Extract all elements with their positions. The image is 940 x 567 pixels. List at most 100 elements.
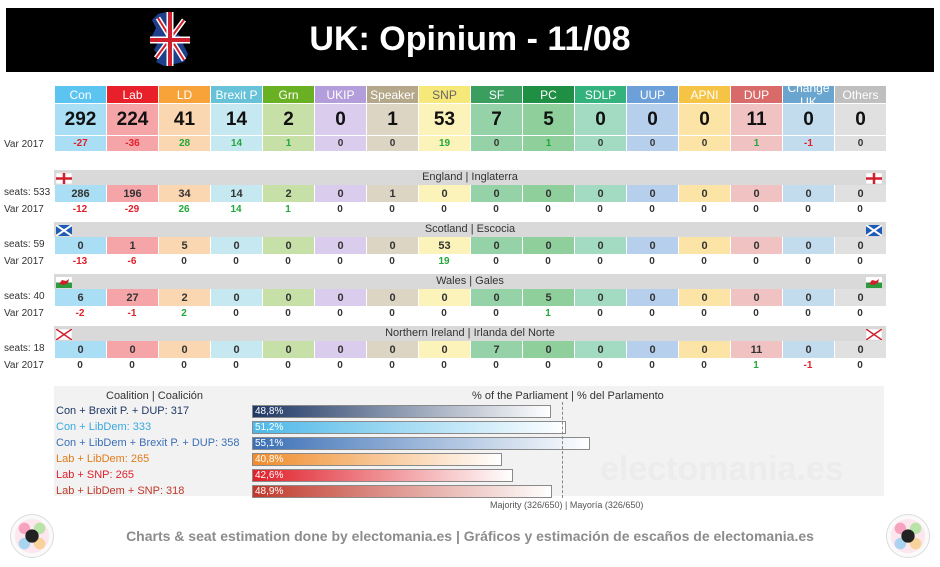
nation-var-label: Var 2017 <box>4 360 44 371</box>
nation-var-cell: 0 <box>337 308 343 319</box>
coalition-label: Lab + SNP: 265 <box>56 469 134 481</box>
nation-var-cell: 0 <box>493 204 499 215</box>
nation-seat-cell: 0 <box>678 237 730 254</box>
nation-seat-cell: 1 <box>366 185 418 202</box>
nation-seat-cell: 1 <box>106 237 158 254</box>
nation-seat-cell: 7 <box>470 341 522 358</box>
uk-seat-cell: 14 <box>210 104 262 135</box>
nation-var-cell: 1 <box>753 360 759 371</box>
party-header-cell: UUP <box>626 86 678 103</box>
nation-var-cell: -1 <box>803 360 813 371</box>
nation-title-band: Scotland | Escocia <box>54 222 886 237</box>
uk-var-cell: 1 <box>262 136 314 151</box>
uk-var-cell: 28 <box>158 136 210 151</box>
parliament-percent-heading: % of the Parliament | % del Parlamento <box>472 390 664 402</box>
nation-seat-cell: 0 <box>626 237 678 254</box>
nation-var-cell: 0 <box>389 360 395 371</box>
nation-var-cell: 0 <box>337 360 343 371</box>
party-header-cell: DUP <box>730 86 782 103</box>
coalition-row: Con + LibDem: 333 51,2% <box>54 421 884 434</box>
uk-var-label: Var 2017 <box>4 139 44 150</box>
header-banner: UK: Opinium - 11/08 <box>6 8 934 72</box>
nation-seat-cell: 0 <box>366 341 418 358</box>
nation-var-cell: 0 <box>649 308 655 319</box>
electomania-logo-icon <box>890 518 926 554</box>
coalition-heading: Coalition | Coalición <box>106 390 204 402</box>
nation-var-cell: 0 <box>701 204 707 215</box>
uk-var-cell: 0 <box>314 136 366 151</box>
nation-var-label: Var 2017 <box>4 308 44 319</box>
nation-seat-cell: 0 <box>834 185 886 202</box>
coalition-row: Con + Brexit P. + DUP: 317 48,8% <box>54 405 884 418</box>
footer-credit: Charts & seat estimation done by electom… <box>126 528 814 544</box>
nation-var-cell: 0 <box>337 256 343 267</box>
nation-var-cell: 0 <box>805 204 811 215</box>
nation-seat-cell: 0 <box>678 185 730 202</box>
nation-var-cell: 0 <box>701 256 707 267</box>
party-header-cell: Speaker <box>366 86 418 103</box>
coalition-row: Lab + LibDem: 265 40,8% <box>54 453 884 466</box>
nation-var-label: Var 2017 <box>4 204 44 215</box>
nation-seat-cell: 0 <box>678 341 730 358</box>
nation-seat-cell: 0 <box>782 237 834 254</box>
uk-seat-cell: 41 <box>158 104 210 135</box>
nation-seat-cell: 0 <box>626 341 678 358</box>
nation-var-cell: 0 <box>857 360 863 371</box>
nation-seat-cell: 0 <box>210 237 262 254</box>
nation-seat-cell: 0 <box>470 289 522 306</box>
nation-seat-cell: 0 <box>54 237 106 254</box>
nation-var-cell: -13 <box>72 256 88 267</box>
nation-seat-cell: 0 <box>314 341 366 358</box>
party-header-cell: LD <box>158 86 210 103</box>
party-header-row: Con Lab LD Brexit P Grn UKIP Speaker SNP SF PC SDL… <box>54 81 886 109</box>
nation-var-cell: 0 <box>441 308 447 319</box>
nation-title-band: Wales | Gales <box>54 274 886 289</box>
nation-seat-cell: 0 <box>366 289 418 306</box>
nation-var-cell: 0 <box>753 308 759 319</box>
uk-var-cell: 0 <box>366 136 418 151</box>
nation-seat-cell: 53 <box>418 237 470 254</box>
party-header-cell: SDLP <box>574 86 626 103</box>
nation-seat-cell: 0 <box>314 237 366 254</box>
party-header-cell: Brexit P <box>210 86 262 103</box>
nation-var-cell: 0 <box>285 308 291 319</box>
nation-var-cell: 0 <box>857 256 863 267</box>
uk-seats-row: 292 224 41 14 2 0 1 53 7 5 0 0 0 11 0 0 <box>54 104 886 135</box>
uk-var-cell: -36 <box>106 136 158 151</box>
nation-seats-label: seats: 18 <box>4 343 45 354</box>
uk-seat-cell: 2 <box>262 104 314 135</box>
party-header-cell: Con <box>54 86 106 103</box>
nation-var-cell: 0 <box>597 360 603 371</box>
nation-seat-cell: 286 <box>54 185 106 202</box>
nation-var-cell: 0 <box>597 256 603 267</box>
nation-var-cell: 0 <box>649 204 655 215</box>
nation-var-cell: 0 <box>129 360 135 371</box>
nation-seat-cell: 11 <box>730 341 782 358</box>
nation-seat-cell: 0 <box>782 341 834 358</box>
nation-var-cell: 0 <box>493 256 499 267</box>
party-header-cell: SNP <box>418 86 470 103</box>
nation-var-cell: 0 <box>753 256 759 267</box>
northern-ireland-flag-icon <box>55 327 73 341</box>
nation-seat-cell: 0 <box>834 237 886 254</box>
nation-var-cell: 0 <box>337 204 343 215</box>
nation-var-cell: 19 <box>438 256 450 267</box>
nation-seat-cell: 0 <box>574 341 626 358</box>
nation-seat-cell: 27 <box>106 289 158 306</box>
nation-var-cell: 0 <box>597 308 603 319</box>
nation-var-cell: 0 <box>181 256 187 267</box>
uk-var-cell: 0 <box>626 136 678 151</box>
nation-var-cell: 0 <box>545 360 551 371</box>
scotland-flag-icon <box>55 223 73 237</box>
uk-seat-cell: 0 <box>678 104 730 135</box>
nation-seat-cell: 0 <box>730 237 782 254</box>
watermark: electomania.es <box>600 450 844 488</box>
coalition-row: Lab + SNP: 265 42,6% <box>54 469 884 482</box>
nation-seat-cell: 0 <box>834 289 886 306</box>
uk-union-jack-icon <box>150 12 190 66</box>
uk-var-cell: -1 <box>782 136 834 151</box>
nation-seat-cell: 0 <box>418 289 470 306</box>
nation-var-row: -2 -1 2 0 0 0 0 0 0 1 0 0 0 0 0 0 <box>54 306 886 321</box>
uk-seat-cell: 53 <box>418 104 470 135</box>
uk-var-cell: 1 <box>730 136 782 151</box>
